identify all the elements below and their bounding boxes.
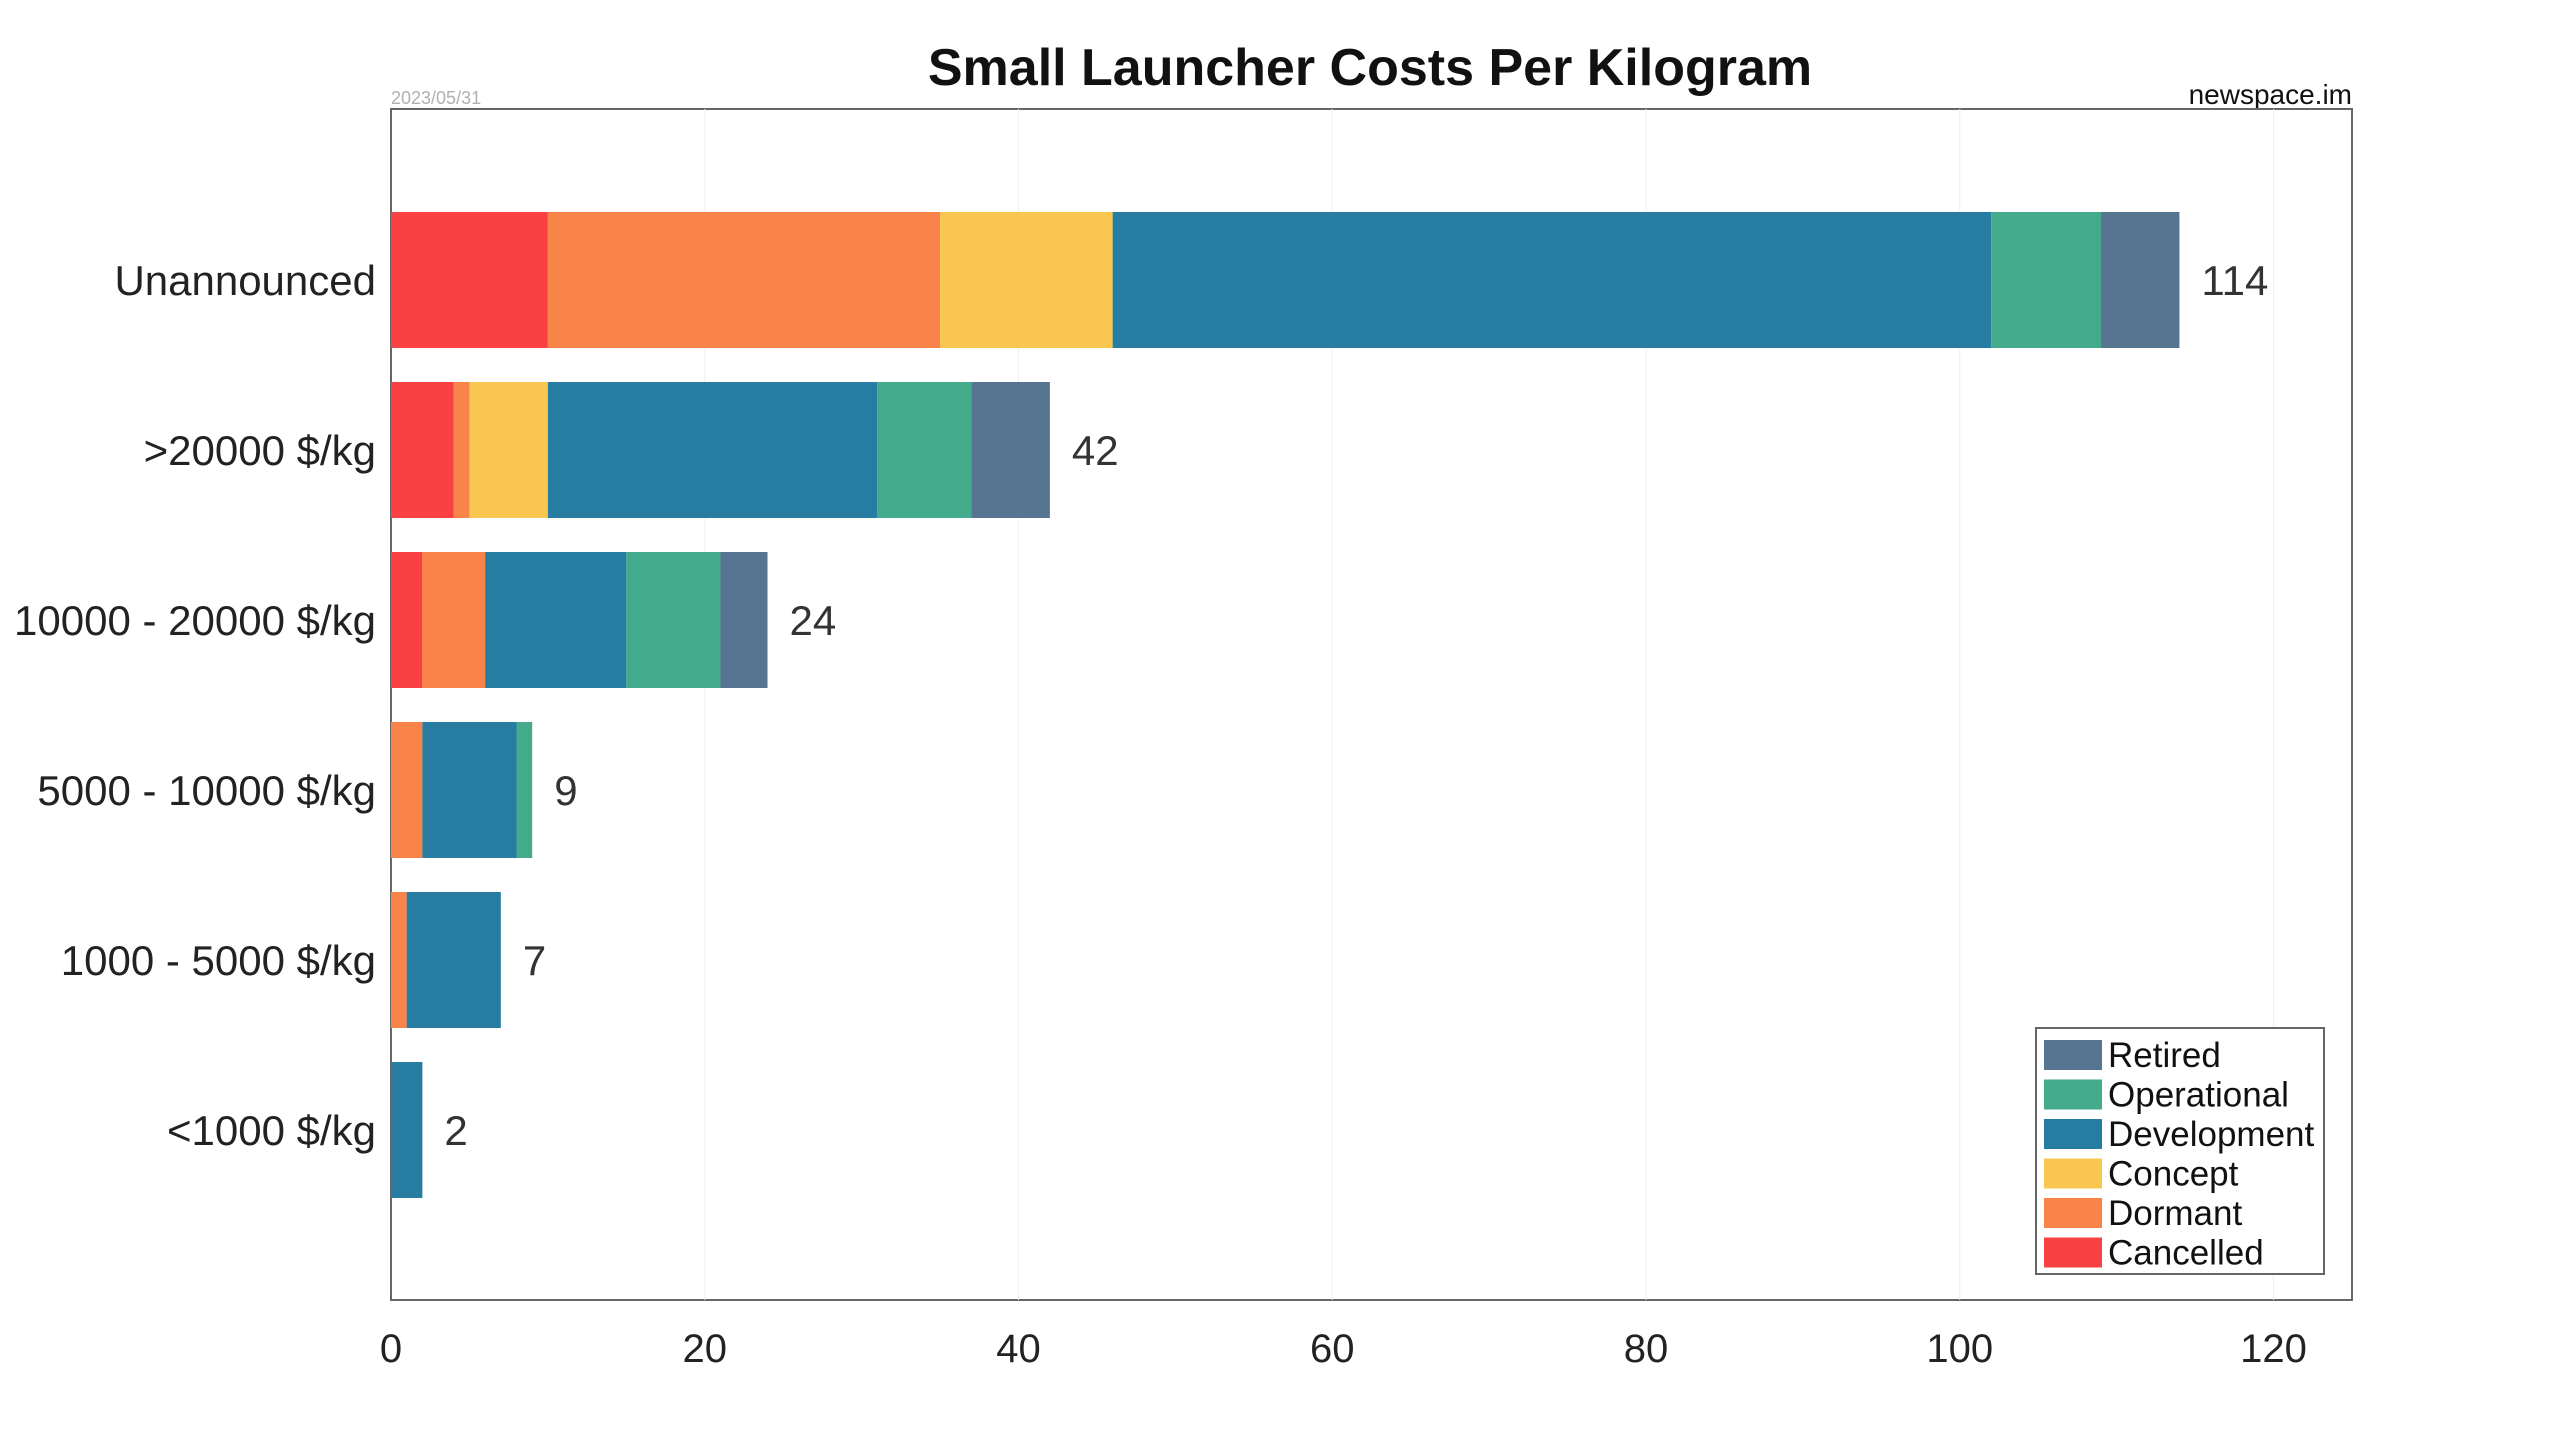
legend-swatch-development <box>2044 1119 2102 1149</box>
bar-segment-retired <box>2100 212 2180 348</box>
bar-segment-concept <box>940 212 1113 348</box>
total-label: 24 <box>790 597 837 644</box>
legend-swatch-operational <box>2044 1079 2102 1110</box>
legend-label: Retired <box>2108 1036 2221 1075</box>
legend-label: Development <box>2108 1115 2314 1154</box>
bar-segment-retired <box>971 382 1050 518</box>
x-tick-label: 80 <box>1624 1327 1669 1371</box>
legend-label: Cancelled <box>2108 1234 2264 1273</box>
legend-label: Dormant <box>2108 1194 2242 1233</box>
total-label: 114 <box>2201 257 2268 304</box>
bar-segment-development <box>1112 212 1992 348</box>
total-label: 2 <box>444 1107 467 1154</box>
category-label: 5000 - 10000 $/kg <box>37 767 376 814</box>
total-label: 42 <box>1072 427 1119 474</box>
category-label: 10000 - 20000 $/kg <box>14 597 376 644</box>
bar-segment-cancelled <box>391 382 454 518</box>
bar-segment-development <box>547 382 878 518</box>
legend-swatch-retired <box>2044 1040 2102 1070</box>
total-labels: 114 42 24 9 7 2 <box>444 257 2268 1154</box>
x-tick-label: 100 <box>1926 1327 1993 1371</box>
bar-segment-development <box>485 552 627 688</box>
bar-segment-operational <box>877 382 972 518</box>
source-label: newspace.im <box>2189 79 2352 110</box>
x-tick-label: 0 <box>380 1327 402 1371</box>
legend: RetiredOperationalDevelopmentConceptDorm… <box>2035 1027 2325 1275</box>
bar-segment-concept <box>469 382 548 518</box>
legend-swatch-dormant <box>2044 1198 2102 1228</box>
legend-label: Concept <box>2108 1155 2239 1194</box>
legend-swatch-cancelled <box>2044 1237 2102 1268</box>
bars <box>391 212 2180 1198</box>
bar-segment-development <box>406 892 501 1028</box>
bar-segment-dormant <box>453 382 470 518</box>
bar-segment-development <box>422 722 517 858</box>
category-label: <1000 $/kg <box>167 1107 376 1154</box>
category-labels: Unannounced >20000 $/kg 10000 - 20000 $/kg… <box>14 257 376 1154</box>
bar-segment-dormant <box>391 722 423 858</box>
total-label: 9 <box>554 767 577 814</box>
total-label: 7 <box>523 937 546 984</box>
bar-segment-dormant <box>391 892 407 1028</box>
legend-label: Operational <box>2108 1076 2289 1115</box>
category-label: Unannounced <box>114 257 376 304</box>
bar-segment-operational <box>626 552 721 688</box>
bar-segment-development <box>391 1062 423 1198</box>
bar-segment-operational <box>516 722 533 858</box>
date-label: 2023/05/31 <box>391 88 481 108</box>
category-label: >20000 $/kg <box>144 427 376 474</box>
category-label: 1000 - 5000 $/kg <box>61 937 376 984</box>
x-tick-label: 20 <box>683 1327 728 1371</box>
bar-segment-operational <box>1991 212 2101 348</box>
x-tick-label: 40 <box>996 1327 1041 1371</box>
x-tick-label: 60 <box>1310 1327 1355 1371</box>
chart-title: Small Launcher Costs Per Kilogram <box>928 39 1812 97</box>
x-tick-label: 120 <box>2240 1327 2307 1371</box>
legend-swatch-concept <box>2044 1158 2102 1189</box>
bar-segment-cancelled <box>391 212 548 348</box>
bar-segment-dormant <box>422 552 486 688</box>
bar-segment-retired <box>720 552 768 688</box>
bar-segment-cancelled <box>391 552 423 688</box>
bar-segment-dormant <box>547 212 941 348</box>
x-axis-ticks: 0 20 40 60 80 100 120 <box>380 1327 2307 1371</box>
